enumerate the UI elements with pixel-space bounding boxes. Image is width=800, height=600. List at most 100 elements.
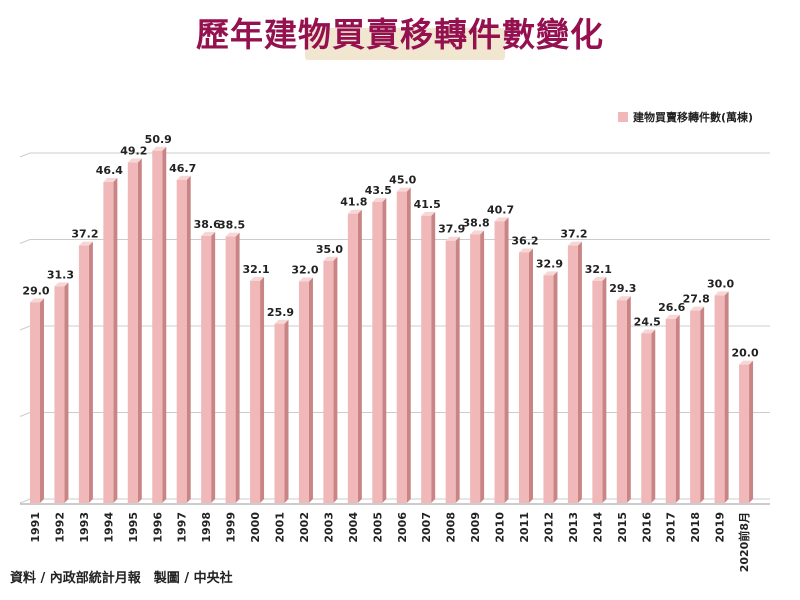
bar-top <box>298 277 313 282</box>
bar-value-label: 36.2 <box>511 234 538 247</box>
bar <box>470 234 481 503</box>
bar-side <box>724 291 729 503</box>
x-tick-label: 2010 <box>494 512 507 543</box>
bar-value-label: 38.8 <box>463 217 490 230</box>
bar-side <box>577 241 582 504</box>
bar <box>127 162 138 503</box>
bar-side <box>40 298 44 503</box>
x-tick-label: 1991 <box>29 512 42 543</box>
bar <box>225 236 236 503</box>
x-tick-label: 1996 <box>151 512 164 543</box>
bar <box>445 240 456 503</box>
x-tick-label: 2019 <box>714 512 727 543</box>
bar-value-label: 41.5 <box>414 198 441 211</box>
bar-value-label: 38.5 <box>218 219 245 232</box>
x-tick-label: 1995 <box>127 512 140 543</box>
bar <box>250 280 261 503</box>
bar <box>494 221 505 503</box>
bar <box>592 280 603 503</box>
bar-value-label: 38.6 <box>194 218 221 231</box>
bar <box>543 275 554 503</box>
bar-side <box>626 296 631 503</box>
x-tick-label: 2003 <box>322 512 335 543</box>
x-tick-label: 2012 <box>542 512 555 543</box>
bar-side <box>602 276 607 503</box>
bar-side <box>651 329 656 503</box>
bar-top <box>30 298 44 303</box>
bar-top <box>323 256 338 261</box>
chart-title: 歷年建物買賣移轉件數變化 <box>196 15 604 54</box>
bar-top <box>127 158 142 163</box>
bar <box>690 310 701 503</box>
bar-side <box>529 248 533 503</box>
bar-top <box>421 211 436 216</box>
bar <box>347 213 358 503</box>
x-tick-label: 2004 <box>347 512 360 543</box>
bar <box>152 150 163 503</box>
bar-top <box>470 230 485 235</box>
bar <box>396 191 407 503</box>
bar-value-label: 32.9 <box>536 257 563 270</box>
bar-top <box>494 217 509 222</box>
bar-side <box>455 236 460 503</box>
bar-value-label: 45.0 <box>389 174 416 187</box>
bar-top <box>78 241 93 246</box>
x-tick-label: 2005 <box>371 512 384 543</box>
bar-top <box>641 329 656 334</box>
bar-side <box>406 187 411 503</box>
x-tick-label: 1999 <box>225 512 238 543</box>
bar-value-label: 29.3 <box>609 282 636 295</box>
bar-value-label: 26.6 <box>658 301 685 314</box>
bar-value-label: 50.9 <box>145 133 172 146</box>
bar <box>298 281 309 503</box>
bar <box>372 201 383 504</box>
bar <box>54 286 65 503</box>
bar-side <box>64 282 69 503</box>
bar-value-label: 32.1 <box>242 263 269 276</box>
x-tick-label: 1997 <box>176 512 189 543</box>
bar <box>641 333 652 503</box>
title-highlight-band <box>305 28 505 60</box>
x-tick-label: 2008 <box>445 512 458 543</box>
x-tick-label: 2014 <box>591 512 604 543</box>
gridline <box>19 239 770 244</box>
bar-value-label: 43.5 <box>365 184 392 197</box>
bar-side <box>504 217 509 503</box>
bar <box>665 318 676 503</box>
bar-side <box>113 177 118 504</box>
bar <box>421 215 432 503</box>
bar-top <box>592 276 607 281</box>
bar-top <box>347 209 362 214</box>
bar-value-label: 20.0 <box>731 347 758 360</box>
bar <box>567 245 578 504</box>
bar-top <box>152 146 167 151</box>
bar-side <box>357 209 362 503</box>
x-tick-label: 2015 <box>616 512 629 543</box>
bar-side <box>382 197 387 504</box>
bar-side <box>137 158 142 503</box>
bar-top <box>567 241 582 246</box>
bar <box>78 245 89 504</box>
bar-top <box>396 187 411 192</box>
x-tick-label: 2006 <box>396 512 409 543</box>
bar-top <box>54 282 69 287</box>
bar <box>739 364 750 503</box>
bar-side <box>749 360 754 503</box>
bar-value-label: 37.2 <box>560 228 587 241</box>
bar-top <box>274 319 289 324</box>
bar-top <box>714 291 729 296</box>
bar-top <box>445 236 460 241</box>
bar <box>30 302 40 503</box>
bar <box>616 300 627 503</box>
x-tick-label: 1993 <box>78 512 91 543</box>
x-tick-label: 2011 <box>518 512 531 543</box>
bar-value-label: 46.4 <box>96 164 123 177</box>
bar-value-label: 32.1 <box>585 263 612 276</box>
bar-top <box>690 306 705 311</box>
bar-side <box>186 175 191 503</box>
x-tick-label: 2007 <box>420 512 433 543</box>
bar-value-label: 24.5 <box>634 315 661 328</box>
bar-top <box>543 271 558 276</box>
x-tick-label: 2020前8月 <box>737 512 751 572</box>
x-tick-label: 2009 <box>469 512 482 543</box>
